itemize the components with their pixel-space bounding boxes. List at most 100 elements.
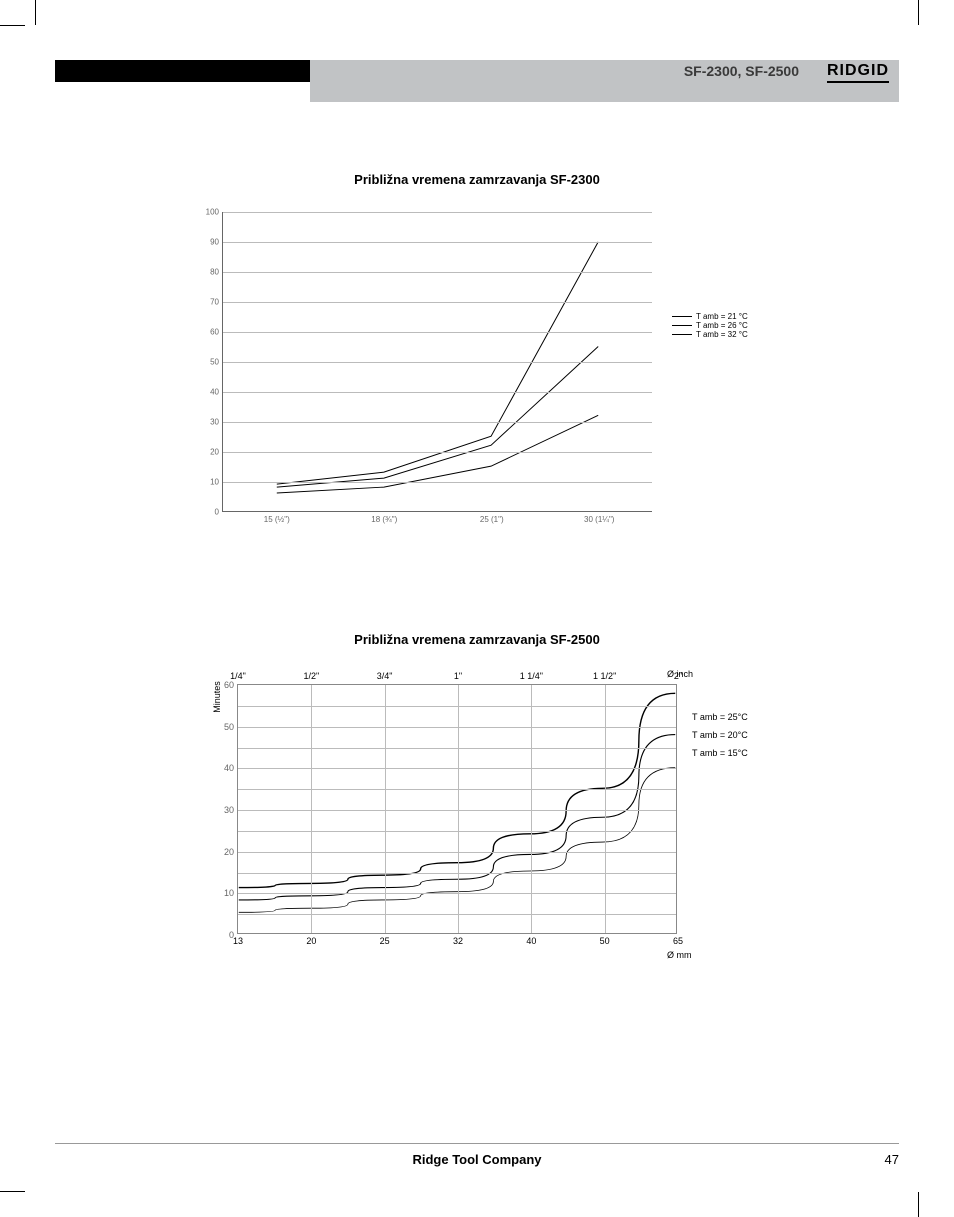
gridline	[223, 242, 652, 243]
xtick-bottom-label: 13	[233, 936, 243, 946]
ytick-label: 70	[210, 298, 219, 307]
page-content: SF-2300, SF-2500 RIDGID Približna vremen…	[55, 60, 899, 1167]
gridline-minor	[238, 706, 676, 707]
ytick-label: 10	[210, 478, 219, 487]
legend-label: T amb = 21 °C	[696, 312, 748, 321]
ytick-label: 0	[215, 508, 219, 517]
header-model-label: SF-2300, SF-2500	[684, 63, 799, 79]
gridline	[238, 893, 676, 894]
chart2-plot-area: 01020304050601/4"131/2"203/4"251"321 1/4…	[237, 684, 677, 934]
gridline-vertical	[458, 685, 459, 933]
ytick-label: 20	[224, 847, 234, 857]
gridline-vertical	[605, 685, 606, 933]
chart1-title: Približna vremena zamrzavanja SF-2300	[55, 172, 899, 187]
chart1: 010203040506070809010015 (½")18 (¾")25 (…	[177, 212, 777, 542]
xtick-bottom-label: 25	[380, 936, 390, 946]
legend-label: T amb = 25°C	[692, 712, 748, 722]
ytick-label: 10	[224, 888, 234, 898]
ytick-label: 30	[210, 418, 219, 427]
chart2-x-bottom-caption: Ø mm	[667, 950, 692, 960]
legend-item: T amb = 20°C	[692, 730, 748, 740]
xtick-label: 15 (½")	[264, 515, 290, 524]
gridline-minor	[238, 789, 676, 790]
gridline-minor	[238, 873, 676, 874]
gridline	[223, 362, 652, 363]
legend-label: T amb = 32 °C	[696, 330, 748, 339]
chart2: Minutes 01020304050601/4"131/2"203/4"251…	[197, 672, 757, 962]
chart1-legend: T amb = 21 °C T amb = 26 °C T amb = 32 °…	[672, 312, 748, 339]
ytick-label: 40	[210, 388, 219, 397]
ytick-label: 90	[210, 238, 219, 247]
xtick-bottom-label: 50	[600, 936, 610, 946]
chart1-plot-area: 010203040506070809010015 (½")18 (¾")25 (…	[222, 212, 652, 512]
xtick-top-label: 1/2"	[303, 671, 319, 681]
ytick-label: 60	[210, 328, 219, 337]
gridline	[223, 392, 652, 393]
gridline	[238, 810, 676, 811]
xtick-label: 18 (¾")	[371, 515, 397, 524]
series-line	[277, 347, 598, 488]
gridline	[238, 852, 676, 853]
xtick-top-label: 1/4"	[230, 671, 246, 681]
gridline	[238, 727, 676, 728]
crop-mark	[35, 0, 36, 25]
ytick-label: 50	[224, 722, 234, 732]
crop-mark	[918, 0, 919, 25]
ytick-label: 50	[210, 358, 219, 367]
gridline	[223, 332, 652, 333]
gridline-vertical	[311, 685, 312, 933]
ytick-label: 30	[224, 805, 234, 815]
ytick-label: 100	[206, 208, 219, 217]
legend-item: T amb = 21 °C	[672, 312, 748, 321]
legend-item: T amb = 25°C	[692, 712, 748, 722]
page-number: 47	[885, 1152, 899, 1167]
chart2-title: Približna vremena zamrzavanja SF-2500	[55, 632, 899, 647]
chart2-ylabel: Minutes	[212, 681, 222, 713]
xtick-bottom-label: 20	[306, 936, 316, 946]
crop-mark	[918, 1192, 919, 1217]
series-line	[239, 735, 675, 900]
page-header: SF-2300, SF-2500 RIDGID	[55, 60, 899, 102]
gridline	[223, 482, 652, 483]
xtick-top-label: 1 1/4"	[520, 671, 543, 681]
legend-label: T amb = 15°C	[692, 748, 748, 758]
legend-item: T amb = 26 °C	[672, 321, 748, 330]
chart2-lines	[238, 685, 676, 933]
page-footer: Ridge Tool Company 47	[55, 1143, 899, 1167]
gridline-minor	[238, 748, 676, 749]
xtick-label: 25 (1")	[480, 515, 504, 524]
crop-mark	[0, 1191, 25, 1192]
brand-logo: RIDGID	[827, 62, 889, 83]
chart2-x-top-caption: Ø inch	[667, 669, 693, 679]
xtick-top-label: 3/4"	[377, 671, 393, 681]
crop-mark	[0, 25, 25, 26]
series-line	[239, 693, 675, 887]
gridline	[223, 212, 652, 213]
ytick-label: 40	[224, 763, 234, 773]
ytick-label: 20	[210, 448, 219, 457]
chart2-legend: T amb = 25°C T amb = 20°C T amb = 15°C	[692, 712, 748, 758]
xtick-bottom-label: 65	[673, 936, 683, 946]
header-black-bar	[55, 60, 310, 82]
gridline-minor	[238, 914, 676, 915]
header-gray-bar	[310, 60, 899, 102]
xtick-top-label: 1"	[454, 671, 462, 681]
gridline	[223, 302, 652, 303]
legend-item: T amb = 15°C	[692, 748, 748, 758]
xtick-label: 30 (1¼")	[584, 515, 614, 524]
gridline	[223, 272, 652, 273]
ytick-label: 80	[210, 268, 219, 277]
xtick-bottom-label: 32	[453, 936, 463, 946]
ytick-label: 60	[224, 680, 234, 690]
footer-company: Ridge Tool Company	[55, 1152, 899, 1167]
xtick-bottom-label: 40	[526, 936, 536, 946]
legend-label: T amb = 20°C	[692, 730, 748, 740]
gridline-vertical	[385, 685, 386, 933]
legend-label: T amb = 26 °C	[696, 321, 748, 330]
gridline	[238, 768, 676, 769]
gridline-vertical	[531, 685, 532, 933]
legend-item: T amb = 32 °C	[672, 330, 748, 339]
gridline	[223, 452, 652, 453]
xtick-top-label: 1 1/2"	[593, 671, 616, 681]
gridline-minor	[238, 831, 676, 832]
